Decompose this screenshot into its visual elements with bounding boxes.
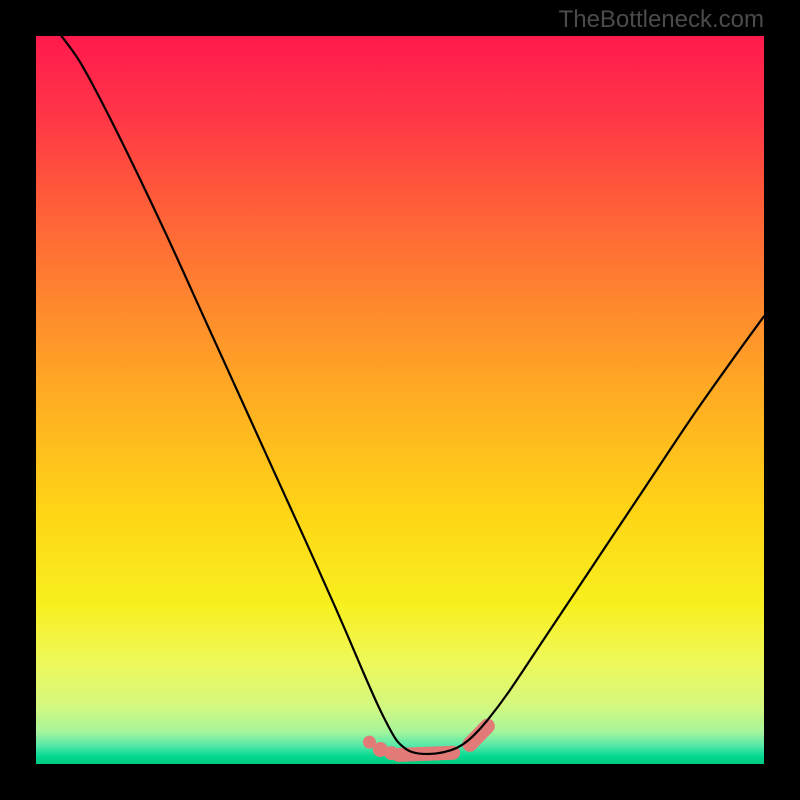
watermark-label: TheBottleneck.com	[559, 6, 764, 34]
heat-gradient-background	[36, 36, 764, 764]
chart-frame: TheBottleneck.com	[0, 0, 800, 800]
plot-area	[36, 36, 764, 764]
